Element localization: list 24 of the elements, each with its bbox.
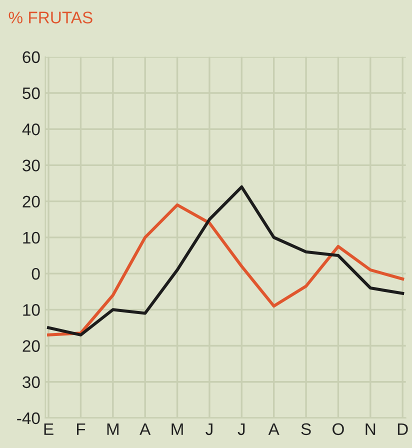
x-tick-label: M bbox=[107, 423, 118, 435]
x-tick-label: S bbox=[301, 423, 311, 436]
x-tick-label: J bbox=[238, 423, 245, 436]
y-tick-label: -40 bbox=[17, 412, 40, 424]
x-tick-label: D bbox=[398, 423, 408, 435]
x-tick-label: E bbox=[44, 423, 54, 435]
x-tick-label: F bbox=[77, 423, 86, 435]
y-tick-label: 40 bbox=[22, 124, 40, 136]
chart-title: % FRUTAS bbox=[8, 12, 92, 24]
x-tick-label: N bbox=[366, 423, 376, 435]
y-tick-label: 60 bbox=[22, 51, 40, 64]
y-tick-label: 30 bbox=[22, 376, 40, 388]
y-tick-label: 30 bbox=[22, 160, 40, 172]
y-tick-label: 10 bbox=[23, 232, 40, 244]
x-tick-label: A bbox=[140, 423, 151, 435]
y-tick-label: 50 bbox=[22, 87, 40, 100]
y-tick-label: 10 bbox=[23, 304, 40, 316]
x-tick-label: O bbox=[332, 423, 344, 436]
x-tick-label: J bbox=[206, 423, 212, 436]
y-tick-label: 20 bbox=[22, 196, 40, 208]
y-tick-label: 20 bbox=[22, 340, 40, 352]
x-tick-label: M bbox=[172, 423, 183, 435]
y-tick-label: 0 bbox=[32, 268, 40, 280]
x-tick-label: A bbox=[268, 423, 280, 435]
